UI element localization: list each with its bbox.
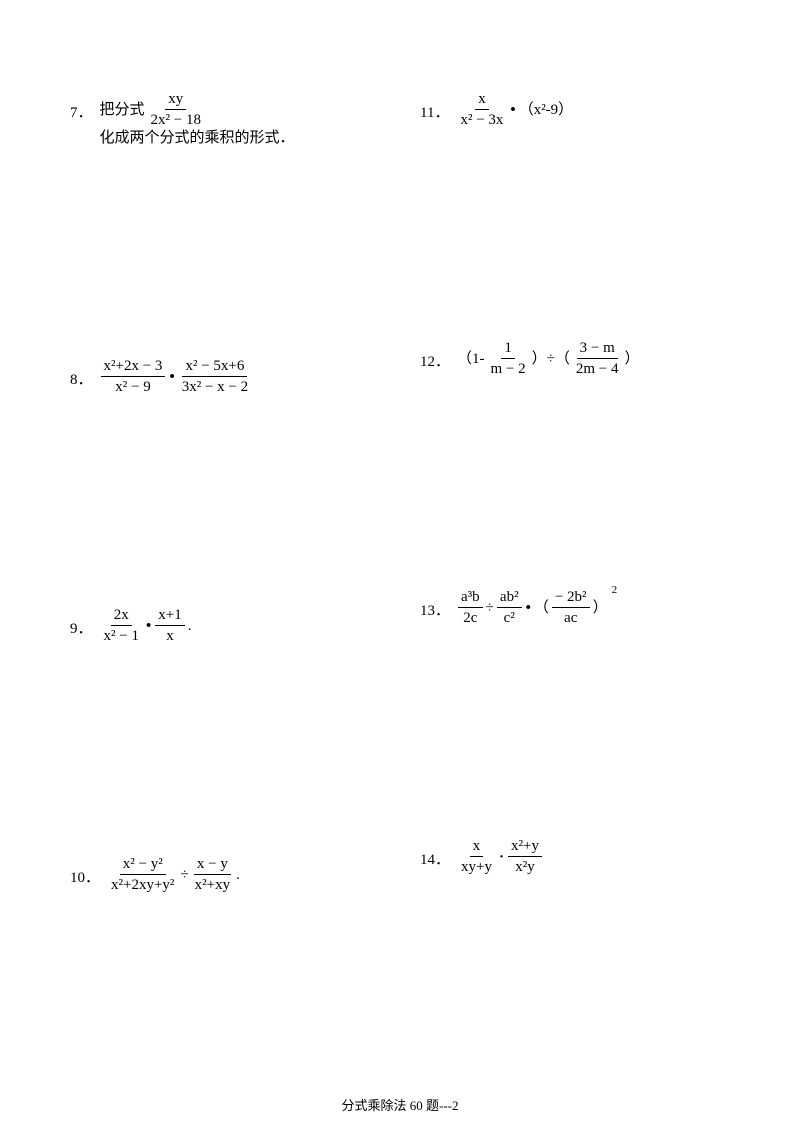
fraction: x²+2x − 3 x² − 9 [101,357,166,396]
problem-11: 11． x x² − 3x • （x²-9） [420,90,730,129]
problem-expression: x xy+y · x²+y x²y [456,837,544,876]
two-column-layout: 7． 把分式 xy 2x² − 18 化成两个分式的乘积的形式． 8． x²+2… [70,90,730,894]
denominator: x² − 9 [112,377,153,396]
numerator: x [475,90,489,110]
text-suffix: 化成两个分式的乘积的形式． [100,129,295,147]
fraction: xy 2x² − 18 [148,90,204,129]
close-paren: ） [593,599,608,617]
right-column: 11． x x² − 3x • （x²-9） 12． （1- 1 m − 2 [420,90,730,894]
numerator: x² − 5x+6 [182,357,247,377]
problem-number: 12． [420,339,450,371]
denominator: 2m − 4 [573,359,622,378]
problem-expression: （1- 1 m − 2 ）÷（ 3 − m 2m − 4 ） [456,339,641,378]
problem-expression: 2x x² − 1 • x+1 x . [99,606,193,645]
denominator: ac [561,608,580,627]
denominator: 3x² − x − 2 [179,377,251,396]
problem-expression: 把分式 xy 2x² − 18 化成两个分式的乘积的形式． [99,90,380,147]
fraction: x − y x²+xy [192,855,233,894]
denominator: xy+y [458,857,495,876]
text-prefix: 把分式 [100,101,145,119]
fraction: x²+y x²y [508,837,542,876]
numerator: x²+2x − 3 [101,357,166,377]
fraction: 3 − m 2m − 4 [573,339,622,378]
problem-number: 10． [70,855,100,887]
problem-number: 14． [420,837,450,869]
mid-text: ）÷（ [532,350,570,368]
problem-number: 11． [420,90,449,122]
page-footer: 分式乘除法 60 题---2 [0,1095,800,1114]
multiply-dot: • [146,617,151,635]
exponent: 2 [612,584,618,597]
fraction: x² − 5x+6 3x² − x − 2 [179,357,251,396]
open-paren: （ [534,599,549,617]
text-suffix: （x²-9） [519,101,574,119]
period: . [236,866,240,884]
left-column: 7． 把分式 xy 2x² − 18 化成两个分式的乘积的形式． 8． x²+2… [70,90,380,894]
numerator: x+1 [155,606,184,626]
problem-expression: a³b 2c ÷ ab² c² • （ − 2b² ac ） 2 [456,588,617,627]
fraction: 2x x² − 1 [101,606,142,645]
numerator: 1 [501,339,515,359]
denominator: x²y [512,857,538,876]
denominator: x² − 3x [457,110,506,129]
multiply-dot: • [169,368,174,386]
divide-sign: ÷ [486,599,494,617]
fraction: 1 m − 2 [488,339,529,378]
problem-13: 13． a³b 2c ÷ ab² c² • （ − 2b² ac [420,588,730,627]
divide-sign: ÷ [180,866,188,884]
denominator: x² − 1 [101,626,142,645]
problem-10: 10． x² − y² x²+2xy+y² ÷ x − y x²+xy . [70,855,380,894]
denominator: 2c [460,608,480,627]
denominator: c² [501,608,518,627]
numerator: ab² [497,588,522,608]
problem-14: 14． x xy+y · x²+y x²y [420,837,730,876]
problem-number: 7． [70,90,93,122]
denominator: x²+xy [192,875,233,894]
fraction: − 2b² ac [552,588,590,627]
multiply-dot: • [510,101,515,119]
problem-number: 13． [420,588,450,620]
denominator: m − 2 [488,359,529,378]
fraction: x xy+y [458,837,495,876]
close-paren: ） [625,350,640,368]
numerator: x² − y² [120,855,166,875]
denominator: x [163,626,177,645]
period: . [188,617,192,635]
problem-expression: x²+2x − 3 x² − 9 • x² − 5x+6 3x² − x − 2 [99,357,254,396]
numerator: xy [165,90,186,110]
problem-7: 7． 把分式 xy 2x² − 18 化成两个分式的乘积的形式． [70,90,380,147]
problem-12: 12． （1- 1 m − 2 ）÷（ 3 − m 2m − 4 ） [420,339,730,378]
multiply-dot: • [526,599,531,617]
problem-number: 8． [70,357,93,389]
numerator: 3 − m [577,339,618,359]
open-paren: （1- [457,350,485,368]
numerator: x²+y [508,837,542,857]
problem-expression: x² − y² x²+2xy+y² ÷ x − y x²+xy . [106,855,241,894]
problem-8: 8． x²+2x − 3 x² − 9 • x² − 5x+6 3x² − x … [70,357,380,396]
numerator: x − y [194,855,231,875]
numerator: a³b [458,588,483,608]
fraction: x+1 x [155,606,184,645]
problem-expression: x x² − 3x • （x²-9） [455,90,574,129]
problem-number: 9． [70,606,93,638]
multiply-dot: · [499,848,504,866]
numerator: x [470,837,484,857]
numerator: − 2b² [552,588,590,608]
denominator: x²+2xy+y² [108,875,177,894]
fraction: x x² − 3x [457,90,506,129]
worksheet-page: 7． 把分式 xy 2x² − 18 化成两个分式的乘积的形式． 8． x²+2… [0,0,800,1132]
numerator: 2x [111,606,132,626]
fraction: ab² c² [497,588,522,627]
problem-9: 9． 2x x² − 1 • x+1 x . [70,606,380,645]
fraction: a³b 2c [458,588,483,627]
fraction: x² − y² x²+2xy+y² [108,855,177,894]
denominator: 2x² − 18 [148,110,204,129]
